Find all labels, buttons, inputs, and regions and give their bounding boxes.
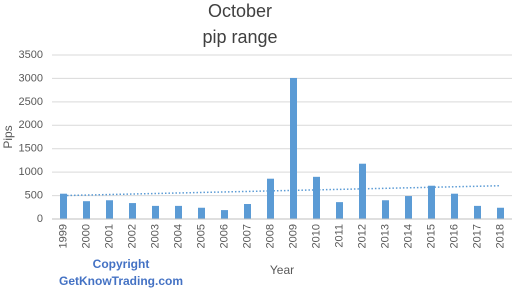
y-tick-label: 0 [37, 213, 43, 225]
bar [451, 193, 458, 219]
x-tick-label: 2001 [103, 224, 115, 248]
y-tick-label: 2000 [19, 119, 43, 131]
y-tick-label: 500 [25, 189, 43, 201]
x-tick-label: 2013 [379, 224, 391, 248]
x-tick-label: 2010 [310, 224, 322, 248]
trendline [63, 184, 501, 197]
bar [336, 202, 343, 219]
x-tick-label: 2012 [356, 224, 368, 248]
x-tick-label: 2014 [402, 224, 414, 248]
y-tick-label: 3000 [19, 72, 43, 84]
y-tick-label: 1500 [19, 143, 43, 155]
bar [152, 205, 159, 219]
bar [106, 200, 113, 219]
bar [83, 201, 90, 219]
bar [244, 204, 251, 219]
x-tick-label: 2015 [425, 224, 437, 248]
annotation: Copyright [93, 257, 150, 271]
x-tick-label: 2018 [494, 224, 506, 248]
x-axis-label: Year [270, 263, 294, 277]
x-tick-label: 2008 [264, 224, 276, 248]
chart-title: pip range [202, 27, 277, 47]
x-tick-label: 2017 [471, 224, 483, 248]
bar [175, 205, 182, 219]
x-tick-label: 2016 [448, 224, 460, 248]
x-tick-label: 2002 [126, 224, 138, 248]
bar [382, 200, 389, 219]
x-tick-label: 2011 [333, 224, 345, 248]
x-tick-label: 2003 [149, 224, 161, 248]
bar [313, 176, 320, 219]
chart-title: October [208, 1, 272, 21]
bar [290, 77, 297, 220]
y-axis-label: Pips [1, 125, 15, 148]
x-tick-label: 2000 [80, 224, 92, 248]
bar [60, 193, 67, 219]
x-tick-label: 2005 [195, 224, 207, 248]
bar [405, 196, 412, 219]
y-tick-label: 1000 [19, 166, 43, 178]
bar [221, 210, 228, 219]
bar [129, 203, 136, 219]
bar [359, 163, 366, 219]
annotation: GetKnowTrading.com [59, 274, 183, 288]
x-tick-label: 1999 [57, 224, 69, 248]
bar [474, 205, 481, 219]
x-tick-label: 2004 [172, 224, 184, 248]
y-tick-label: 3500 [19, 49, 43, 61]
x-tick-label: 2009 [287, 224, 299, 248]
bar [198, 207, 205, 219]
bar [428, 185, 435, 219]
x-tick-label: 2006 [218, 224, 230, 248]
y-tick-label: 2500 [19, 96, 43, 108]
bar [497, 207, 504, 219]
bar [267, 178, 274, 219]
x-tick-label: 2007 [241, 224, 253, 248]
